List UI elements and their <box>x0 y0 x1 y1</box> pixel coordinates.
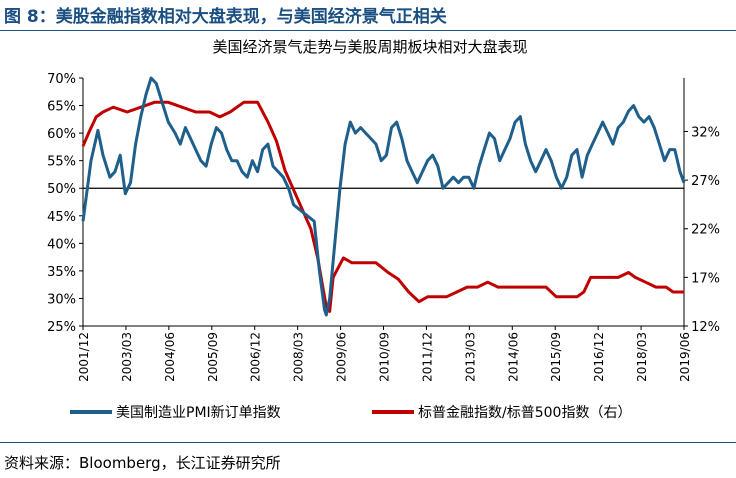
x-tick-label: 2013/03 <box>463 332 477 382</box>
legend-label-pmi: 美国制造业PMI新订单指数 <box>116 405 281 421</box>
left-tick-label: 55% <box>47 155 76 170</box>
chart: 美国经济景气走势与美股周期板块相对大盘表现 70% 65% 60% 55% 50% 45%… <box>47 38 720 421</box>
right-tick-label: 22% <box>691 223 720 238</box>
series-line-pmi <box>81 76 686 317</box>
left-tick-label: 45% <box>47 210 76 225</box>
x-tick-label: 2014/06 <box>506 332 520 382</box>
chart-title: 美国经济景气走势与美股周期板块相对大盘表现 <box>212 38 527 56</box>
x-tick-label: 2015/09 <box>549 332 563 382</box>
x-tick-label: 2011/12 <box>420 332 434 382</box>
x-tick-label: 2001/12 <box>77 332 91 382</box>
x-tick-label: 2010/09 <box>378 332 392 382</box>
title-divider <box>0 30 736 31</box>
series-line-financials <box>81 100 684 313</box>
left-tick-label: 35% <box>47 265 76 280</box>
left-tick-label: 60% <box>47 127 76 142</box>
right-tick-label: 12% <box>691 320 720 335</box>
x-tick-label: 2018/03 <box>635 332 649 382</box>
x-tick-label: 2006/12 <box>249 332 263 382</box>
x-tick-label: 2016/12 <box>592 332 606 382</box>
x-tick-label: 2009/06 <box>335 332 349 382</box>
x-tick-label: 2004/06 <box>163 332 177 382</box>
source-divider <box>0 442 736 443</box>
left-tick-label: 50% <box>47 182 76 197</box>
left-tick-label: 65% <box>47 100 76 115</box>
x-tick-label: 2005/09 <box>206 332 220 382</box>
left-tick-label: 25% <box>47 320 76 335</box>
left-tick-label: 40% <box>47 237 76 252</box>
right-tick-label: 17% <box>691 271 720 286</box>
left-tick-label: 70% <box>47 72 76 87</box>
x-tick-label: 2003/03 <box>120 332 134 382</box>
x-tick-label: 2008/03 <box>292 332 306 382</box>
left-tick-label: 30% <box>47 292 76 307</box>
source-note: 资料来源：Bloomberg，长江证券研究所 <box>4 454 281 472</box>
right-tick-label: 32% <box>691 125 720 140</box>
x-tick-label: 2019/06 <box>678 332 692 382</box>
legend-label-financials: 标普金融指数/标普500指数（右） <box>418 405 631 421</box>
figure-title: 图 8：美股金融指数相对大盘表现，与美国经济景气正相关 <box>4 7 447 27</box>
right-tick-label: 27% <box>691 174 720 189</box>
